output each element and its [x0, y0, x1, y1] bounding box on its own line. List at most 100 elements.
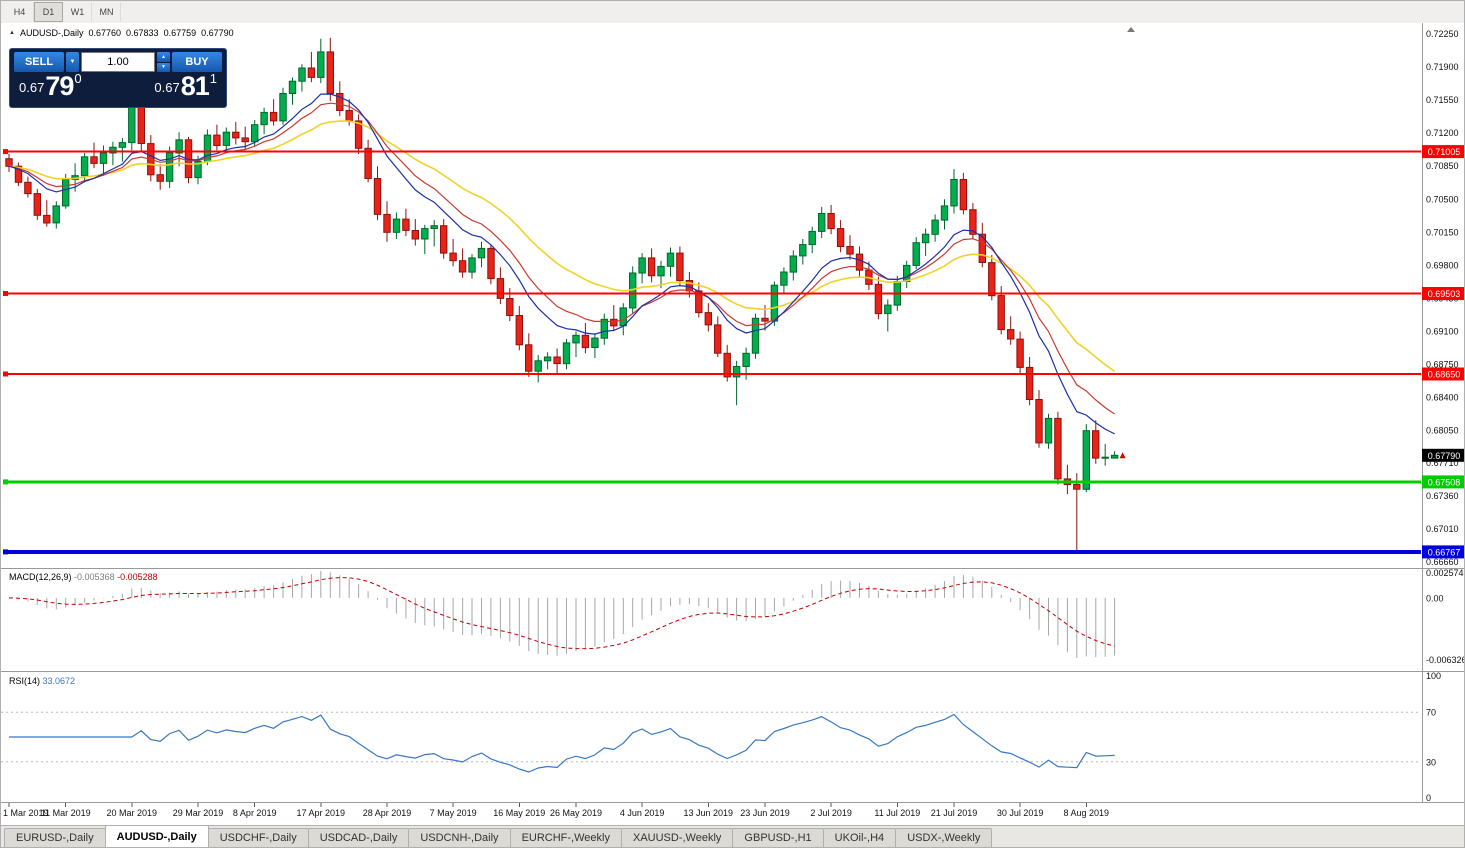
rsi-indicator-label: RSI(14) 33.0672 [9, 676, 75, 686]
buy-price-prefix: 0.67 [154, 80, 180, 96]
svg-text:21 Jul 2019: 21 Jul 2019 [931, 808, 978, 818]
subwindow-collapse-icon[interactable] [1127, 27, 1135, 32]
svg-text:0.70150: 0.70150 [1426, 227, 1459, 237]
chart-canvas: 0.002574 0.00 -0.006326 100 70 30 0 0.72250 0.71… [1, 23, 1465, 818]
svg-text:4 Jun 2019: 4 Jun 2019 [620, 808, 665, 818]
chart-tab-3[interactable]: USDCAD-,Daily [307, 828, 410, 847]
timeframe-button-d1[interactable]: D1 [34, 2, 63, 22]
macd-panel: 0.002574 0.00 -0.006326 [8, 568, 1465, 665]
svg-text:20 Mar 2019: 20 Mar 2019 [107, 808, 158, 818]
svg-text:0.69800: 0.69800 [1426, 260, 1459, 270]
chart-expand-icon[interactable]: ▲ [9, 30, 15, 36]
volume-input[interactable] [81, 52, 155, 72]
horizontal-level-lines[interactable] [3, 149, 1421, 555]
svg-text:0.70500: 0.70500 [1426, 194, 1459, 204]
chart-tab-5[interactable]: EURCHF-,Weekly [509, 828, 622, 847]
svg-text:2 Jul 2019: 2 Jul 2019 [810, 808, 852, 818]
chart-tabs-bar: EURUSD-,Daily AUDUSD-,Daily USDCHF-,Daily U… [1, 825, 1464, 847]
sell-button[interactable]: SELL [14, 52, 64, 72]
svg-text:0.72250: 0.72250 [1426, 29, 1459, 39]
svg-text:16 May 2019: 16 May 2019 [493, 808, 545, 818]
svg-text:0.71005: 0.71005 [1428, 147, 1461, 157]
rsi-name: RSI(14) [9, 676, 41, 686]
svg-text:30 Jul 2019: 30 Jul 2019 [997, 808, 1044, 818]
buy-price-big-digits: 81 [180, 71, 210, 101]
volume-increase-button[interactable]: ▲ [157, 52, 170, 62]
chart-tab-8[interactable]: UKOil-,H4 [822, 828, 897, 847]
moving-average-lines [8, 93, 1116, 435]
sell-price: 0.67 79 0 [19, 71, 82, 101]
chart-tab-9[interactable]: USDX-,Weekly [895, 828, 993, 847]
svg-text:-0.006326: -0.006326 [1426, 655, 1465, 665]
svg-text:0.68750: 0.68750 [1426, 360, 1459, 370]
chart-symbol-period: AUDUSD-,Daily [19, 28, 84, 38]
chart-tab-0[interactable]: EURUSD-,Daily [4, 828, 106, 847]
chart-tab-4[interactable]: USDCNH-,Daily [408, 828, 511, 847]
volume-decrease-button[interactable]: ▼ [157, 62, 170, 72]
buy-price-pipette: 1 [209, 71, 217, 86]
chart-tab-7[interactable]: GBPUSD-,H1 [732, 828, 824, 847]
macd-name: MACD(12,26,9) [9, 572, 72, 582]
svg-text:0.68650: 0.68650 [1428, 370, 1461, 380]
svg-text:0.67360: 0.67360 [1426, 491, 1459, 501]
chart-window: 0.002574 0.00 -0.006326 100 70 30 0 0.72250 0.71… [1, 23, 1465, 827]
ohlc-open: 0.67760 [88, 28, 122, 38]
price-badges: 0.71005 0.69503 0.68650 0.67508 0.66767 0.677… [1422, 145, 1464, 559]
svg-text:26 May 2019: 26 May 2019 [550, 808, 602, 818]
svg-text:0.002574: 0.002574 [1426, 568, 1464, 578]
macd-indicator-label: MACD(12,26,9) -0.005368 -0.005288 [9, 572, 158, 582]
timeframe-button-w1[interactable]: W1 [63, 2, 92, 22]
svg-text:13 Jun 2019: 13 Jun 2019 [684, 808, 734, 818]
svg-text:0.67790: 0.67790 [1428, 451, 1461, 461]
chart-tab-1[interactable]: AUDUSD-,Daily [104, 825, 209, 847]
chevron-down-icon: ▼ [69, 59, 76, 65]
timeframe-button-mn[interactable]: MN [92, 2, 121, 22]
svg-text:0.69100: 0.69100 [1426, 327, 1459, 337]
svg-text:8 Apr 2019: 8 Apr 2019 [233, 808, 277, 818]
svg-text:0.71200: 0.71200 [1426, 128, 1459, 138]
chart-tab-2[interactable]: USDCHF-,Daily [207, 828, 309, 847]
svg-text:0.68400: 0.68400 [1426, 393, 1459, 403]
chart-ohlc-header: ▲ AUDUSD-,Daily 0.67760 0.67833 0.67759 … [9, 28, 234, 38]
sell-price-prefix: 0.67 [19, 80, 45, 96]
ohlc-low: 0.67759 [163, 28, 197, 38]
svg-text:11 Mar 2019: 11 Mar 2019 [41, 808, 91, 818]
svg-text:29 Mar 2019: 29 Mar 2019 [173, 808, 224, 818]
timeframe-button-h4[interactable]: H4 [5, 2, 34, 22]
sell-price-big-digits: 79 [45, 71, 74, 101]
chart-tab-6[interactable]: XAUUSD-,Weekly [620, 828, 734, 847]
candlestick-series [5, 37, 1119, 552]
svg-text:0.66660: 0.66660 [1426, 557, 1459, 567]
svg-text:7 May 2019: 7 May 2019 [430, 808, 477, 818]
svg-text:8 Aug 2019: 8 Aug 2019 [1064, 808, 1110, 818]
svg-text:0.71550: 0.71550 [1426, 95, 1459, 105]
ohlc-high: 0.67833 [126, 28, 159, 38]
svg-text:0.71900: 0.71900 [1426, 62, 1459, 72]
svg-text:0.00: 0.00 [1426, 593, 1444, 603]
buy-button[interactable]: BUY [172, 52, 222, 72]
svg-text:0.67508: 0.67508 [1428, 477, 1461, 487]
svg-text:0.67010: 0.67010 [1426, 524, 1459, 534]
svg-text:100: 100 [1426, 671, 1441, 681]
svg-text:0.67710: 0.67710 [1426, 458, 1459, 468]
volume-stepper: ▲ ▼ [157, 52, 170, 72]
volume-dropdown-button[interactable]: ▼ [66, 52, 79, 72]
macd-main-value: -0.005368 [74, 572, 115, 582]
svg-text:17 Apr 2019: 17 Apr 2019 [297, 808, 346, 818]
buy-price: 0.67 81 1 [154, 71, 217, 101]
svg-text:11 Jul 2019: 11 Jul 2019 [874, 808, 920, 818]
svg-text:0.66767: 0.66767 [1428, 547, 1461, 557]
svg-text:30: 30 [1426, 757, 1436, 767]
last-price-arrow-icon [1119, 452, 1126, 459]
svg-text:70: 70 [1426, 708, 1436, 718]
svg-text:0: 0 [1426, 793, 1431, 803]
rsi-value: 33.0672 [42, 676, 76, 686]
svg-text:28 Apr 2019: 28 Apr 2019 [363, 808, 412, 818]
rsi-panel: 100 70 30 0 [1, 671, 1441, 803]
svg-text:23 Jun 2019: 23 Jun 2019 [740, 808, 790, 818]
ohlc-close: 0.67790 [201, 28, 234, 38]
sell-price-pipette: 0 [74, 71, 82, 86]
svg-text:0.68050: 0.68050 [1426, 426, 1459, 436]
